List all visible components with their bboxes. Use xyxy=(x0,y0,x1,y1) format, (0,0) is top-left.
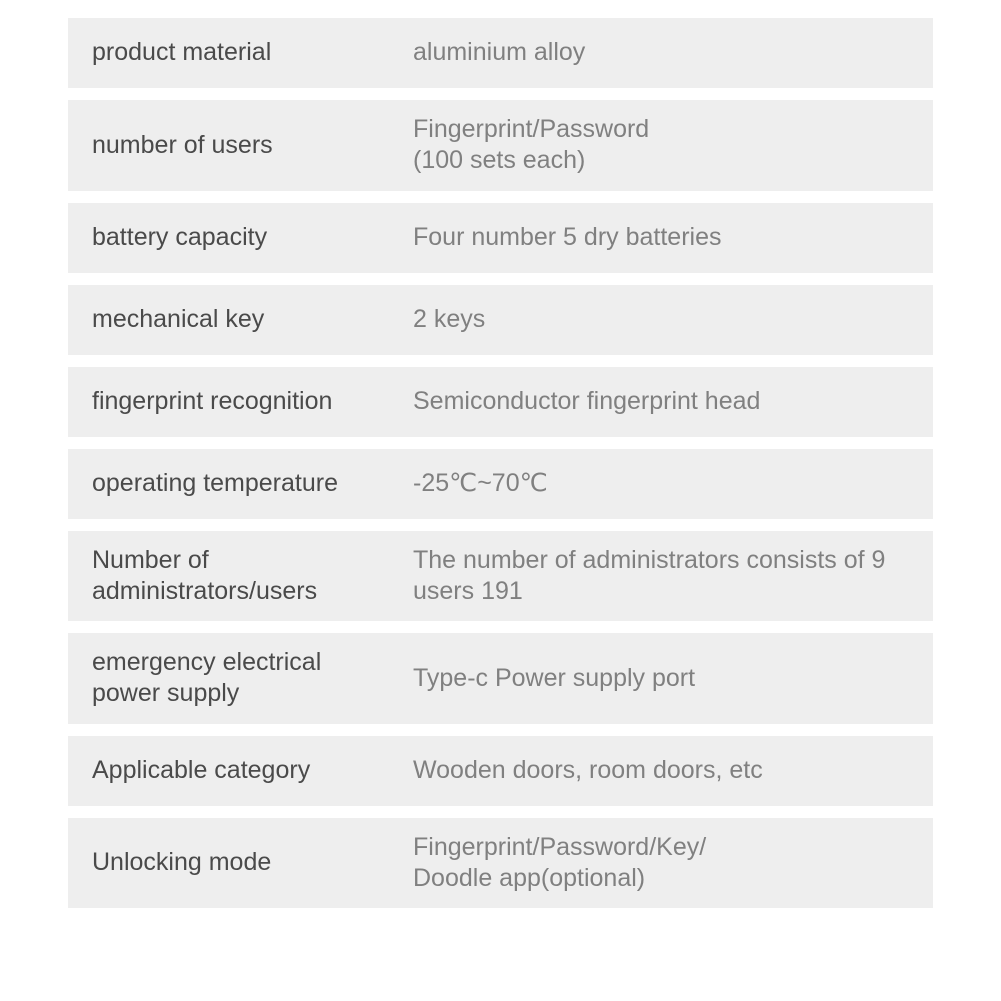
table-row: Unlocking mode Fingerprint/Password/Key/… xyxy=(68,818,933,909)
table-row: battery capacity Four number 5 dry batte… xyxy=(68,203,933,273)
spec-value: Type-c Power supply port xyxy=(413,649,933,708)
spec-value: The number of administrators consists of… xyxy=(413,531,933,622)
table-row: emergency electrical power supply Type-c… xyxy=(68,633,933,724)
spec-label: Number of administrators/users xyxy=(68,531,413,622)
spec-table: product material aluminium alloy number … xyxy=(68,18,933,908)
spec-label: operating temperature xyxy=(68,454,413,513)
table-row: number of users Fingerprint/Password (10… xyxy=(68,100,933,191)
spec-label: Unlocking mode xyxy=(68,833,413,892)
spec-value: aluminium alloy xyxy=(413,23,933,82)
table-row: Applicable category Wooden doors, room d… xyxy=(68,736,933,806)
spec-value: Fingerprint/Password (100 sets each) xyxy=(413,100,933,191)
spec-label: Applicable category xyxy=(68,741,413,800)
table-row: mechanical key 2 keys xyxy=(68,285,933,355)
table-row: Number of administrators/users The numbe… xyxy=(68,531,933,622)
table-row: operating temperature -25℃~70℃ xyxy=(68,449,933,519)
spec-value: Four number 5 dry batteries xyxy=(413,208,933,267)
spec-label: number of users xyxy=(68,116,413,175)
table-row: fingerprint recognition Semiconductor fi… xyxy=(68,367,933,437)
spec-value: 2 keys xyxy=(413,290,933,349)
spec-label: mechanical key xyxy=(68,290,413,349)
spec-label: emergency electrical power supply xyxy=(68,633,413,724)
spec-label: fingerprint recognition xyxy=(68,372,413,431)
spec-label: battery capacity xyxy=(68,208,413,267)
table-row: product material aluminium alloy xyxy=(68,18,933,88)
spec-label: product material xyxy=(68,23,413,82)
spec-value: Wooden doors, room doors, etc xyxy=(413,741,933,800)
spec-value: -25℃~70℃ xyxy=(413,454,933,513)
spec-value: Semiconductor fingerprint head xyxy=(413,372,933,431)
spec-value: Fingerprint/Password/Key/ Doodle app(opt… xyxy=(413,818,933,909)
